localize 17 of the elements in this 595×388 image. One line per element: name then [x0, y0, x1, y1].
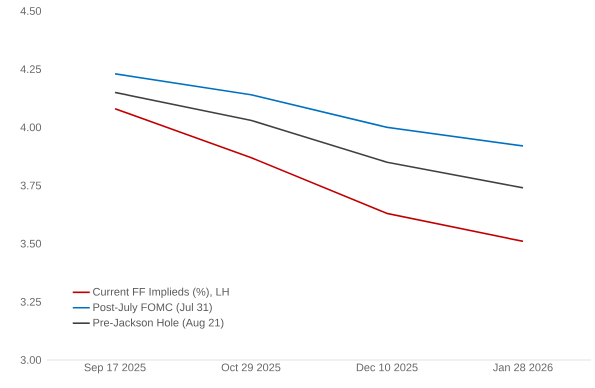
y-tick-label: 3.00 [20, 356, 42, 364]
line-series [114, 92, 524, 189]
y-tick-label: 3.50 [20, 240, 42, 248]
legend-label: Current FF Implieds (%), LH [93, 288, 229, 298]
y-tick-label: 4.50 [20, 7, 42, 15]
y-tick-label: 3.25 [20, 298, 42, 306]
y-tick-label: 3.75 [20, 182, 42, 190]
line-series [114, 108, 524, 242]
y-tick-label: 4.00 [20, 123, 42, 132]
line-series [114, 73, 524, 147]
legend-label: Pre-Jackson Hole (Aug 21) [93, 318, 224, 329]
y-tick-label: 4.25 [20, 65, 42, 74]
legend-label: Post-July FOMC (Jul 31) [93, 303, 212, 314]
x-tick-label: Dec 10 2025 [356, 364, 418, 372]
x-tick-label: Oct 29 2025 [222, 364, 280, 372]
x-tick-label: Jan 28 2026 [493, 364, 553, 372]
x-tick-label: Sep 17 2025 [84, 364, 146, 374]
